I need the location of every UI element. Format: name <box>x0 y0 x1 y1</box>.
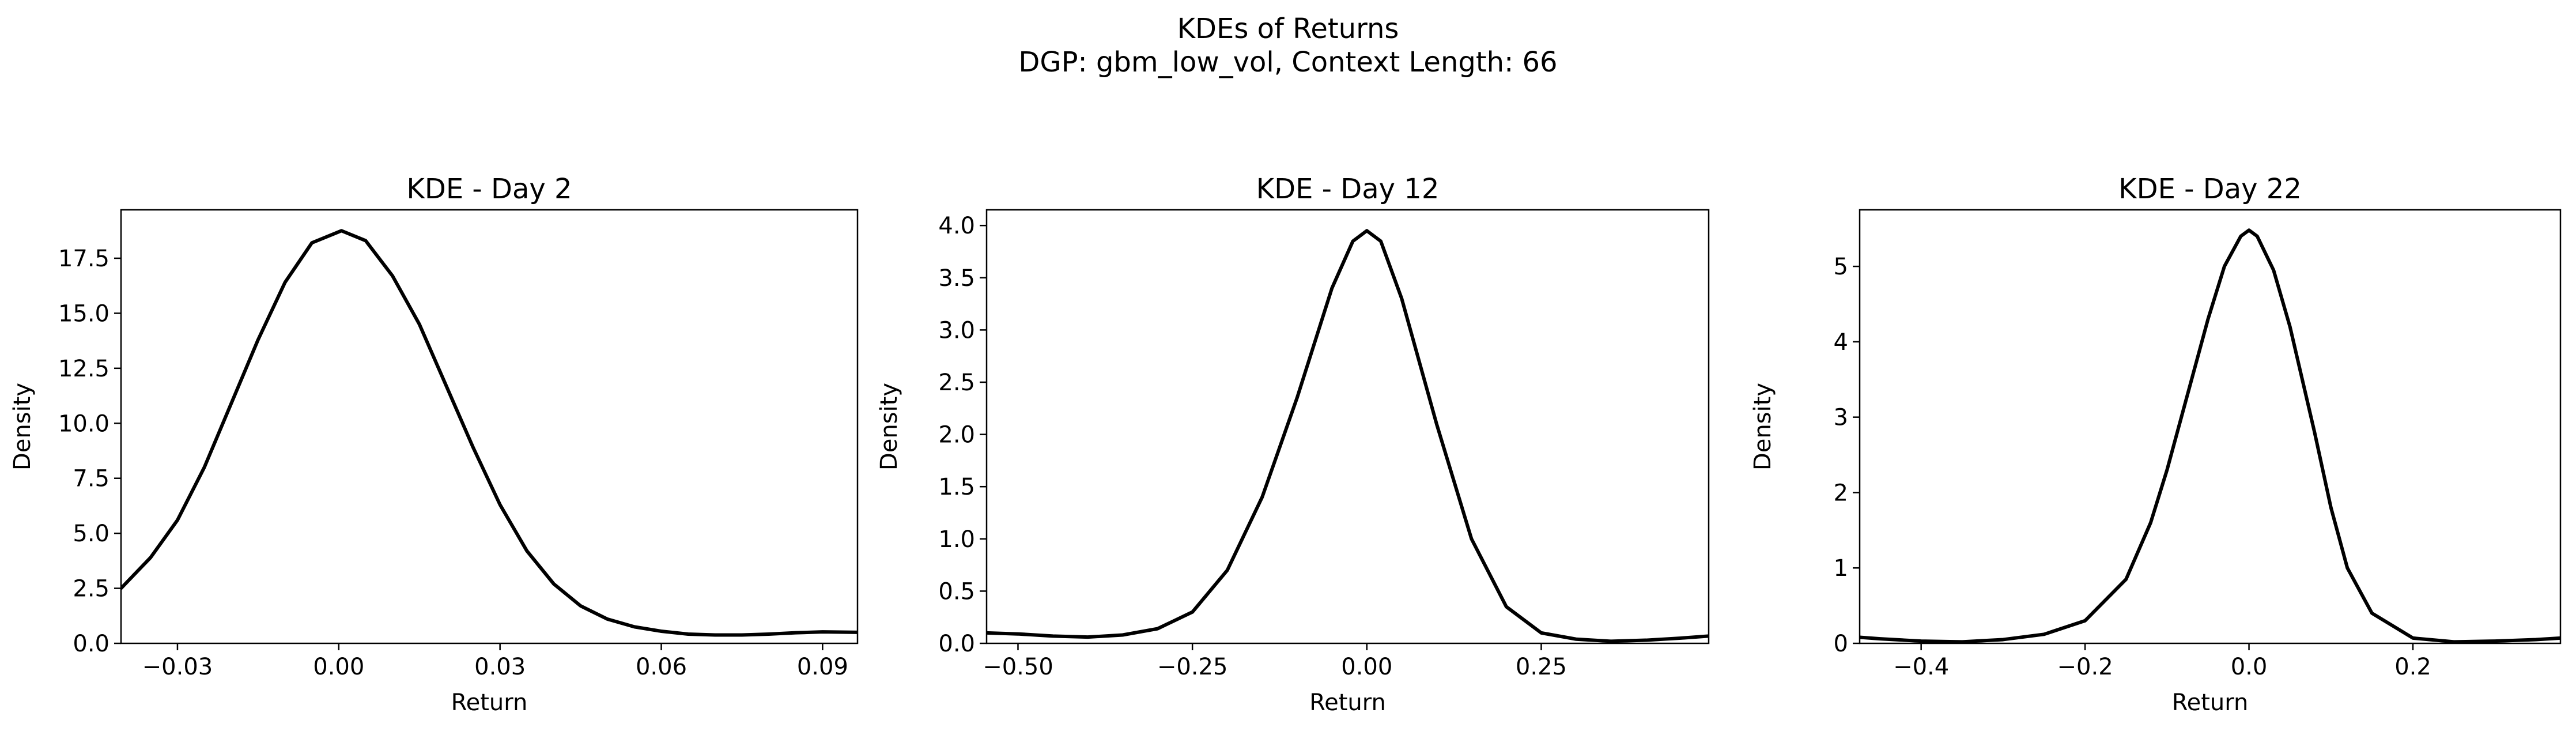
y-tick-label: 5.0 <box>73 521 109 547</box>
x-tick-label: 0.0 <box>2231 654 2268 680</box>
kde-panel-day-22: −0.4 −0.2 0.0 0.2 0 1 2 3 4 5 KDE - Day 22 Return De… <box>1750 173 2562 716</box>
y-tick-label: 10.0 <box>58 410 109 437</box>
y-tick-label: 0.0 <box>73 631 109 657</box>
kde-curve <box>121 229 858 637</box>
x-axis-label: Return <box>1309 689 1386 716</box>
y-tick-label: 4.0 <box>938 213 975 239</box>
axes-frame <box>985 209 1710 644</box>
x-axis-label: Return <box>451 689 528 716</box>
y-axis-label: Density <box>876 383 902 470</box>
y-tick-label: 1 <box>1834 555 1848 582</box>
x-tick-label: 0.00 <box>1341 654 1392 680</box>
panel-title: KDE - Day 22 <box>2118 173 2302 205</box>
y-tick-label: 0.0 <box>938 631 975 657</box>
y-tick-label: 15.0 <box>58 300 109 327</box>
figure-title-line-2: DGP: gbm_low_vol, Context Length: 66 <box>1018 46 1557 78</box>
y-tick-label: 1.5 <box>938 474 975 500</box>
figure-title-line-1: KDEs of Returns <box>1177 13 1399 45</box>
kde-panel-day-12: −0.50 −0.25 0.00 0.25 0.0 0.5 1.0 1.5 2.0 2.5 3.0 3… <box>876 173 1710 716</box>
y-tick-label: 3 <box>1834 405 1848 431</box>
axes-frame <box>120 209 859 644</box>
y-tick-label: 3.0 <box>938 317 975 344</box>
x-tick-label: 0.25 <box>1516 654 1567 680</box>
y-tick-label: 12.5 <box>58 356 109 382</box>
x-tick-label: 0.03 <box>474 654 526 680</box>
axes-frame <box>1859 209 2562 644</box>
x-tick-label: −0.2 <box>2057 654 2113 680</box>
x-tick-label: 0.00 <box>313 654 364 680</box>
y-tick-label: 2.5 <box>938 370 975 396</box>
y-tick-label: 3.5 <box>938 265 975 292</box>
y-tick-label: 2 <box>1834 480 1848 506</box>
y-tick-label: 0.5 <box>938 578 975 605</box>
y-tick-label: 17.5 <box>58 246 109 272</box>
x-tick-label: −0.03 <box>142 654 213 680</box>
kde-curve <box>1860 228 2560 643</box>
y-tick-label: 2.0 <box>938 422 975 448</box>
kde-curve <box>987 229 1709 643</box>
x-tick-label: −0.4 <box>1893 654 1949 680</box>
x-tick-label: 0.09 <box>797 654 848 680</box>
y-tick-label: 1.0 <box>938 526 975 553</box>
y-tick-label: 4 <box>1834 329 1848 356</box>
y-tick-label: 7.5 <box>73 466 109 492</box>
x-axis-label: Return <box>2172 689 2249 716</box>
panel-title: KDE - Day 2 <box>406 173 572 205</box>
panel-title: KDE - Day 12 <box>1256 173 1440 205</box>
x-tick-label: −0.25 <box>1157 654 1228 680</box>
y-tick-label: 0 <box>1834 631 1848 657</box>
y-tick-label: 2.5 <box>73 576 109 602</box>
kde-panel-day-2: −0.03 0.00 0.03 0.06 0.09 0.0 2.5 5.0 7.5 10.0 12.… <box>9 173 859 716</box>
x-tick-label: 0.2 <box>2394 654 2431 680</box>
x-tick-label: −0.50 <box>983 654 1053 680</box>
x-tick-label: 0.06 <box>636 654 687 680</box>
y-axis-label: Density <box>1750 383 1776 470</box>
y-tick-label: 5 <box>1834 254 1848 280</box>
y-axis-label: Density <box>9 383 36 470</box>
